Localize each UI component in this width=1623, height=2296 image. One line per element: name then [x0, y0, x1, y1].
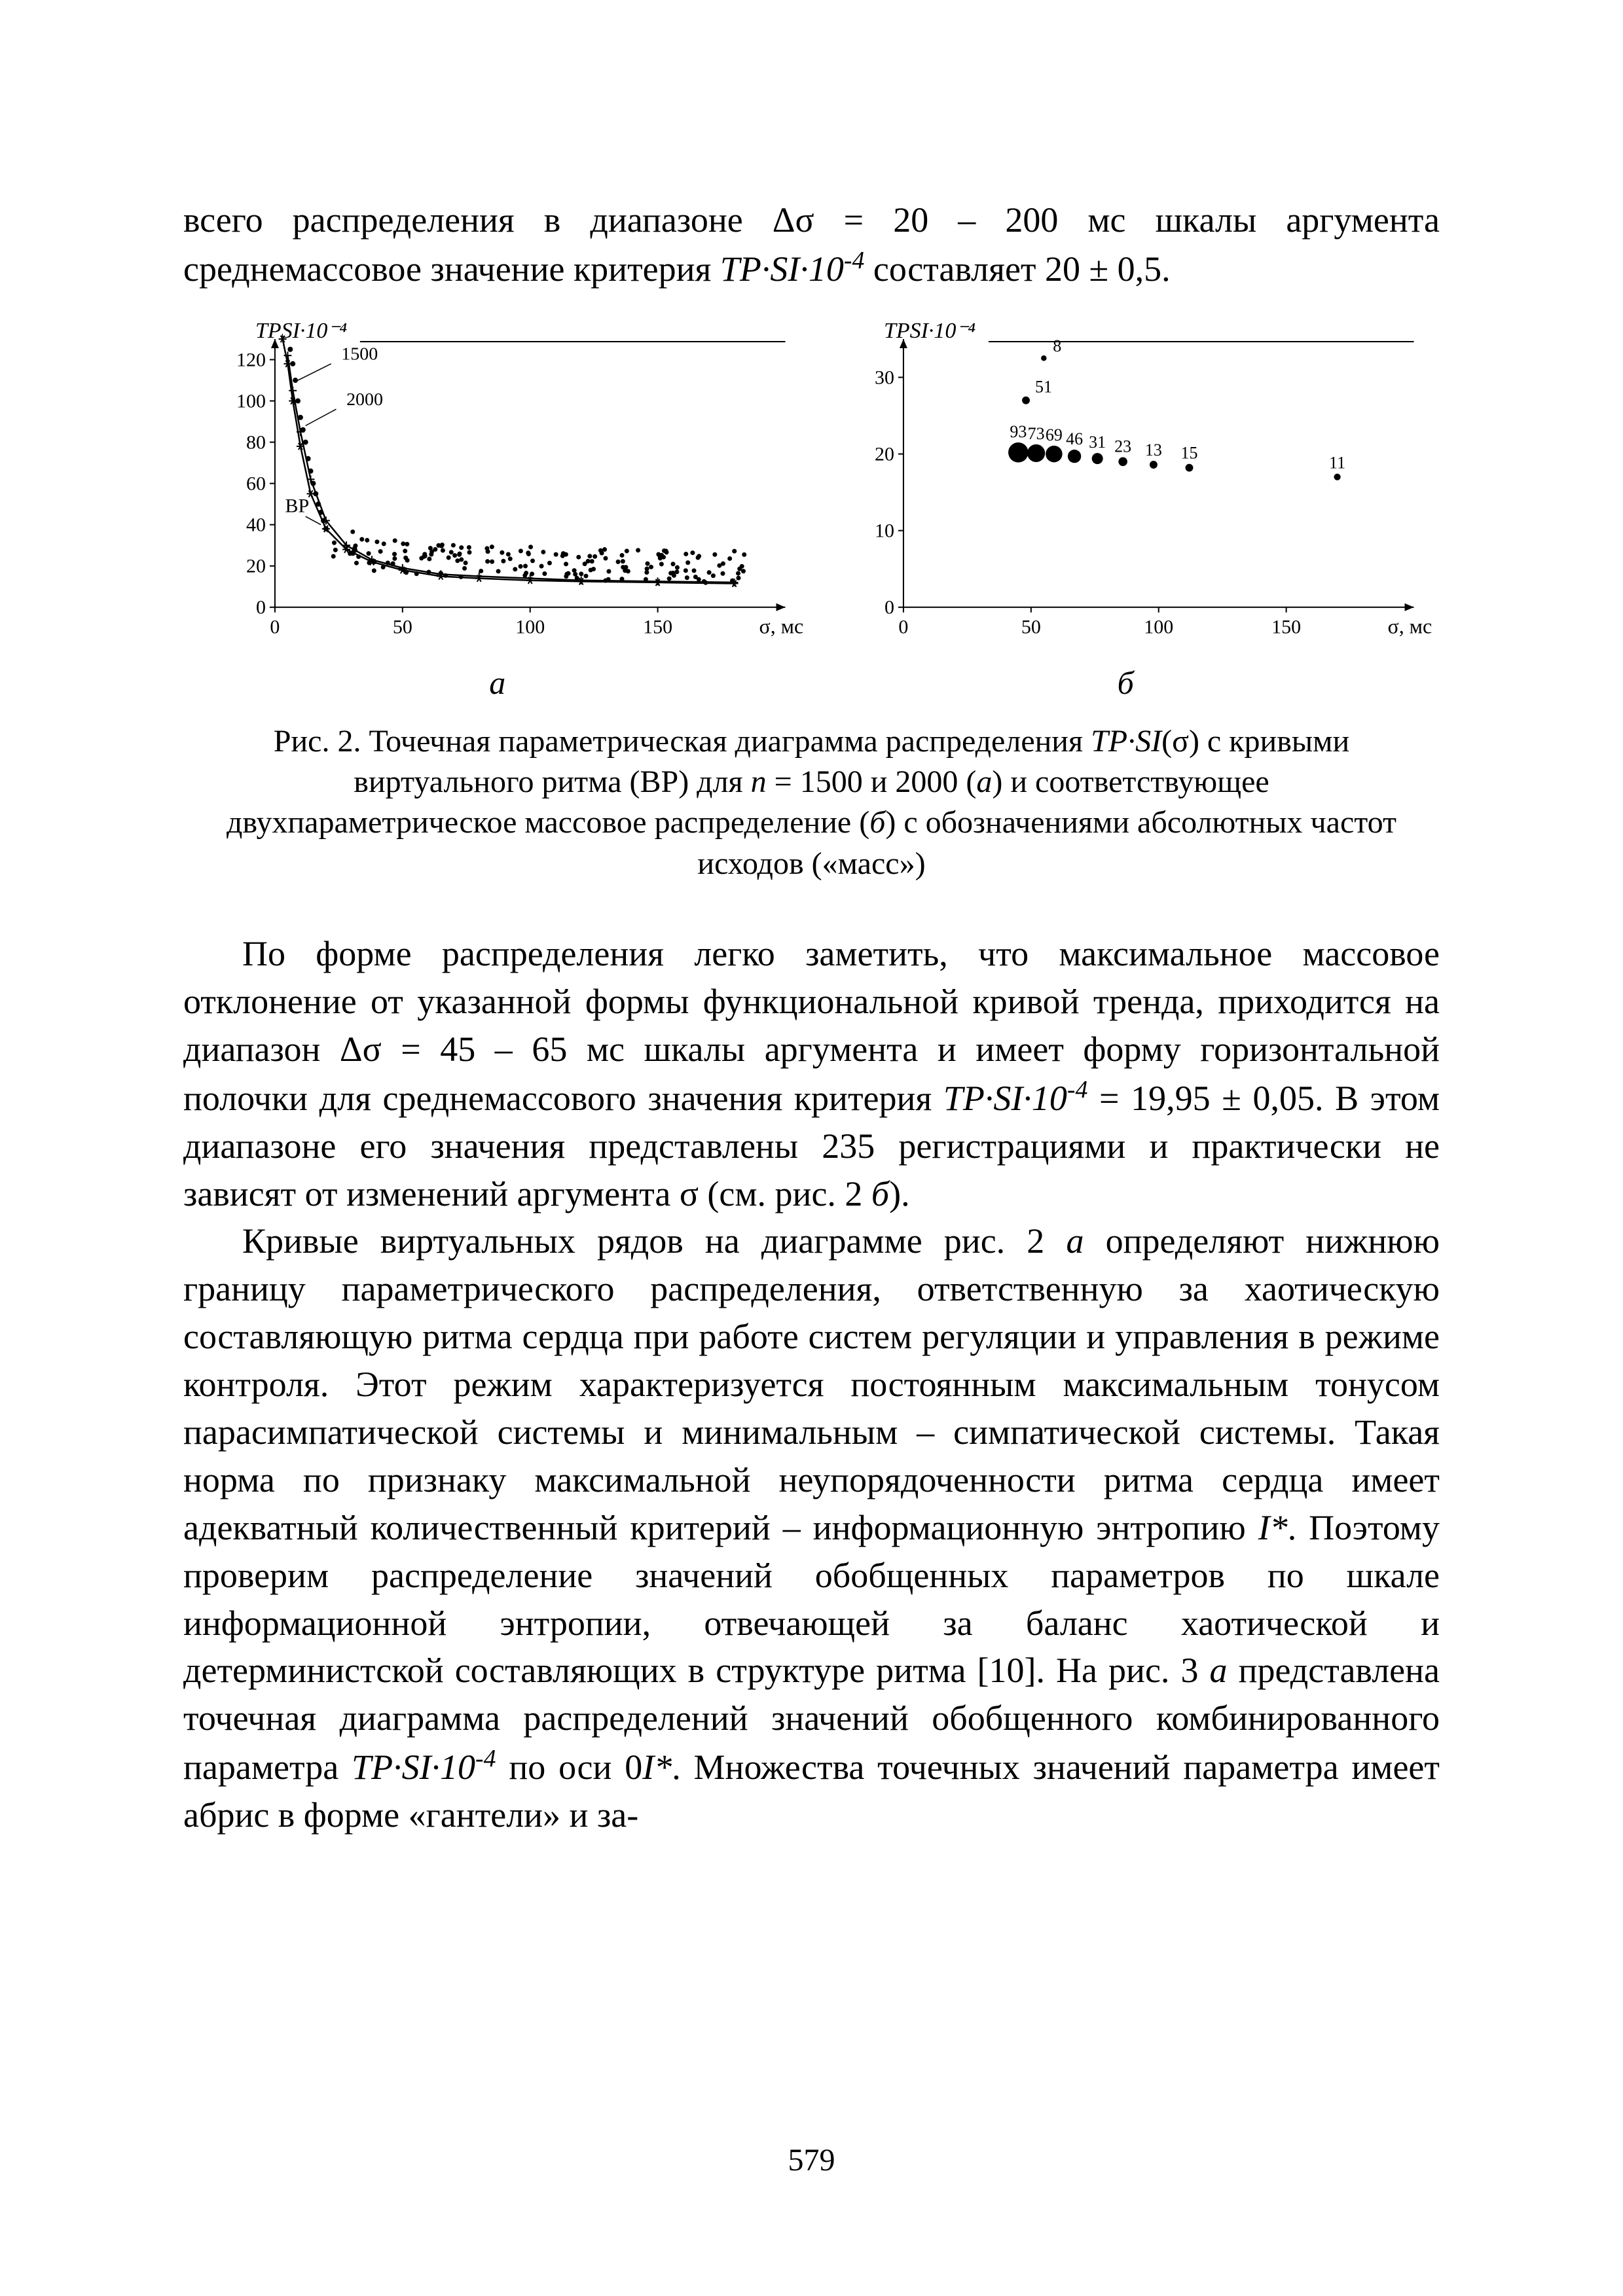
- figure-2-caption: Рис. 2. Точечная параметрическая диаграм…: [223, 721, 1400, 885]
- svg-text:13: 13: [1144, 440, 1161, 459]
- svg-text:20: 20: [246, 555, 266, 577]
- svg-text:50: 50: [1021, 617, 1040, 638]
- svg-text:50: 50: [393, 617, 412, 638]
- chart-b: TPSI·10⁻⁴ 0 10 20 30 0 50 100 150 σ, мс 93736946 31…: [812, 319, 1440, 660]
- svg-text:93: 93: [1010, 422, 1027, 441]
- svg-text:150: 150: [1271, 617, 1301, 638]
- svg-text:0: 0: [884, 597, 894, 619]
- svg-text:0: 0: [898, 617, 908, 638]
- svg-text:15: 15: [1180, 444, 1197, 463]
- svg-text:100: 100: [515, 617, 545, 638]
- figure-2-sublabel-b: б: [812, 664, 1440, 702]
- svg-text:TPSI·10⁻⁴: TPSI·10⁻⁴: [255, 319, 347, 343]
- svg-text:11: 11: [1329, 453, 1345, 472]
- text: среднемассовое значение критерия: [183, 249, 720, 289]
- svg-text:46: 46: [1066, 429, 1083, 448]
- chart-a: TPSI·10⁻⁴ 0 20 40 60 80 100 120 0 50 100 150 σ, мс 15…: [183, 319, 812, 660]
- figure-2-panel-b: TPSI·10⁻⁴ 0 10 20 30 0 50 100 150 σ, мс 93736946 31…: [812, 319, 1440, 702]
- svg-text:100: 100: [1144, 617, 1173, 638]
- svg-text:73: 73: [1027, 424, 1044, 443]
- svg-text:0: 0: [256, 597, 266, 619]
- svg-text:23: 23: [1114, 437, 1131, 456]
- figure-2-panel-a: TPSI·10⁻⁴ 0 20 40 60 80 100 120 0 50 100 150 σ, мс 15…: [183, 319, 812, 702]
- svg-text:2000: 2000: [346, 389, 383, 410]
- text: всего распределения в диапазоне Δσ = 20 …: [183, 200, 1440, 240]
- svg-text:120: 120: [236, 349, 266, 370]
- intro-paragraph: всего распределения в диапазоне Δσ = 20 …: [183, 196, 1440, 293]
- svg-text:69: 69: [1045, 425, 1062, 444]
- svg-text:10: 10: [874, 520, 894, 541]
- svg-text:σ, мс: σ, мс: [1387, 615, 1432, 638]
- page-number: 579: [0, 2142, 1623, 2178]
- text: составляет 20 ± 0,5.: [864, 249, 1170, 289]
- svg-text:1500: 1500: [341, 344, 378, 364]
- svg-text:150: 150: [643, 617, 672, 638]
- paragraph-3: Кривые виртуальных рядов на диаграмме ри…: [183, 1217, 1440, 1839]
- svg-text:30: 30: [874, 367, 894, 388]
- svg-text:8: 8: [1053, 336, 1061, 355]
- svg-text:20: 20: [874, 443, 894, 465]
- svg-text:40: 40: [246, 514, 266, 535]
- svg-text:100: 100: [236, 390, 266, 412]
- figure-2: TPSI·10⁻⁴020406080100120050100150σ, мс15…: [183, 319, 1440, 702]
- svg-text:80: 80: [246, 431, 266, 453]
- tpsi: TP·SI·10-4: [720, 249, 865, 289]
- tpsi: TP·SI·10-4: [943, 1079, 1088, 1118]
- svg-text:ВР: ВР: [285, 495, 310, 517]
- svg-text:60: 60: [246, 473, 266, 494]
- paragraph-2: По форме распределения легко заметить, ч…: [183, 930, 1440, 1839]
- svg-text:0: 0: [270, 617, 280, 638]
- svg-text:51: 51: [1035, 377, 1052, 396]
- svg-text:TPSI·10⁻⁴: TPSI·10⁻⁴: [883, 319, 975, 343]
- svg-text:31: 31: [1089, 433, 1106, 452]
- page: { "page_number": "579", "intro": { "line…: [0, 0, 1623, 2296]
- figure-2-sublabel-a: а: [183, 664, 812, 702]
- svg-text:σ, мс: σ, мс: [759, 615, 804, 638]
